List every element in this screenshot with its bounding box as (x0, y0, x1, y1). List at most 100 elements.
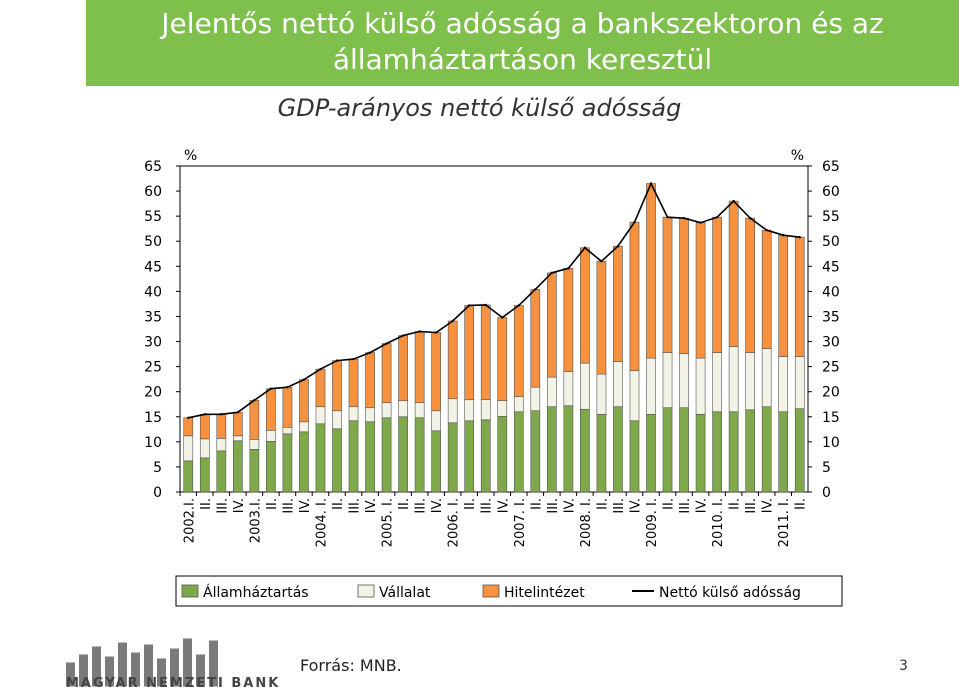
bar-segment-vallalat (447, 398, 458, 424)
bar-segment-allamhaztartas (728, 411, 739, 493)
bar-segment-vallalat (431, 410, 442, 432)
x-tick-label: III. (215, 498, 230, 514)
slide-title: Jelentős nettó külső adósság a bankszekt… (161, 7, 884, 76)
bar-segment-hitelintezet (464, 305, 475, 401)
bar-segment-vallalat (546, 376, 557, 408)
bar-segment-allamhaztartas (431, 430, 442, 493)
bar-segment-hitelintezet (745, 217, 756, 353)
x-tick-label: IV. (430, 498, 445, 513)
line-point (368, 351, 372, 354)
bar-segment-allamhaztartas (332, 428, 342, 493)
bar-segment-allamhaztartas (315, 423, 326, 493)
line-point (633, 220, 636, 224)
line-point (203, 413, 206, 416)
x-tick-label: 2005. I. (381, 498, 396, 547)
legend-label-netto-kulso-adossag: Nettó külső adósság (659, 585, 801, 601)
x-tick-label: IV. (628, 498, 643, 513)
x-tick-label: 2009. I. (645, 498, 660, 547)
bank-logo (66, 638, 218, 687)
bar-segment-vallalat (530, 386, 541, 412)
y-tick-label-right: 35 (822, 309, 840, 325)
y-tick-label-right: 20 (822, 385, 840, 401)
bar-segment-hitelintezet (695, 222, 706, 359)
title-banner (86, 0, 959, 86)
line-point (765, 228, 768, 232)
legend-swatch-hitelintezet (482, 584, 500, 598)
bar-segment-hitelintezet (216, 413, 227, 439)
line-point (484, 303, 487, 307)
bar-segment-hitelintezet (299, 379, 309, 423)
bar-segment-vallalat (695, 357, 706, 415)
bar-segment-hitelintezet (232, 411, 243, 437)
x-tick-label: II. (199, 498, 214, 510)
y-tick-label-left: 40 (144, 284, 162, 300)
bar-segment-vallalat (563, 371, 574, 407)
bar-segment-allamhaztartas (530, 410, 541, 493)
y-unit-right: % (791, 148, 804, 164)
page-number: 3 (899, 658, 908, 674)
bar-segment-vallalat (580, 362, 590, 410)
bar-segment-allamhaztartas (712, 411, 722, 493)
line-point (798, 236, 801, 239)
bar-segment-vallalat (332, 410, 342, 430)
line-point (682, 216, 686, 220)
bar-segment-hitelintezet (365, 352, 375, 409)
x-tick-label: 2008. I. (579, 498, 594, 547)
y-tick-label-right: 50 (822, 234, 840, 250)
x-tick-label: II. (595, 498, 610, 510)
bar-segment-hitelintezet (580, 247, 590, 364)
line-point (567, 267, 570, 270)
x-tick-label: 2011. I. (777, 498, 792, 547)
bar-segment-vallalat (199, 438, 210, 459)
bar-segment-vallalat (778, 356, 789, 413)
bar-segment-vallalat (728, 346, 739, 413)
y-tick-label-left: 65 (144, 159, 162, 175)
bar-segment-vallalat (232, 435, 243, 442)
x-tick-label: III. (678, 498, 693, 514)
y-tick-label-right: 15 (822, 410, 840, 426)
line-point (187, 416, 190, 419)
bar-segment-allamhaztartas (299, 431, 309, 493)
bar-segment-allamhaztartas (282, 433, 293, 493)
bar-segment-allamhaztartas (546, 406, 557, 493)
y-tick-label-left: 55 (144, 209, 162, 225)
bar-segment-vallalat (497, 400, 508, 417)
line-point (649, 182, 653, 185)
bar-segment-hitelintezet (778, 234, 789, 357)
line-point (600, 260, 603, 263)
x-tick-label: II. (728, 498, 743, 510)
bar-segment-vallalat (266, 430, 276, 442)
bar-segment-allamhaztartas (249, 449, 260, 493)
x-tick-label: II. (794, 498, 809, 510)
x-tick-label: III. (612, 498, 627, 514)
logo-text: MAGYAR NEMZETI BANK (66, 676, 281, 691)
bar-segment-allamhaztartas (464, 420, 475, 493)
y-tick-label-right: 0 (822, 485, 831, 501)
line-point (236, 411, 240, 414)
bar-segment-hitelintezet (332, 360, 342, 412)
bar-segment-vallalat (480, 399, 491, 421)
x-tick-label: II. (397, 498, 412, 510)
line-point (550, 271, 554, 275)
bar-segment-allamhaztartas (596, 413, 607, 493)
bar-segment-allamhaztartas (662, 407, 673, 493)
source-note: Forrás: MNB. (300, 656, 402, 675)
line-point (269, 387, 273, 390)
bar-segment-hitelintezet (646, 183, 656, 359)
y-tick-label-right: 5 (822, 460, 831, 476)
bar-segment-hitelintezet (679, 217, 689, 354)
bar-segment-vallalat (183, 435, 194, 462)
legend-swatch-allamhaztartas (181, 584, 199, 598)
bar-segment-allamhaztartas (216, 450, 227, 493)
y-tick-label-left: 25 (144, 360, 162, 376)
line-point (451, 319, 454, 323)
bar-segment-vallalat (398, 400, 408, 418)
bar-segment-vallalat (629, 370, 640, 422)
bar-segment-hitelintezet (497, 317, 508, 402)
line-point (220, 413, 223, 416)
line-point (319, 367, 322, 371)
bar-segment-vallalat (216, 438, 227, 452)
bar-segment-hitelintezet (266, 388, 276, 431)
x-tick-label: IV. (298, 498, 313, 513)
